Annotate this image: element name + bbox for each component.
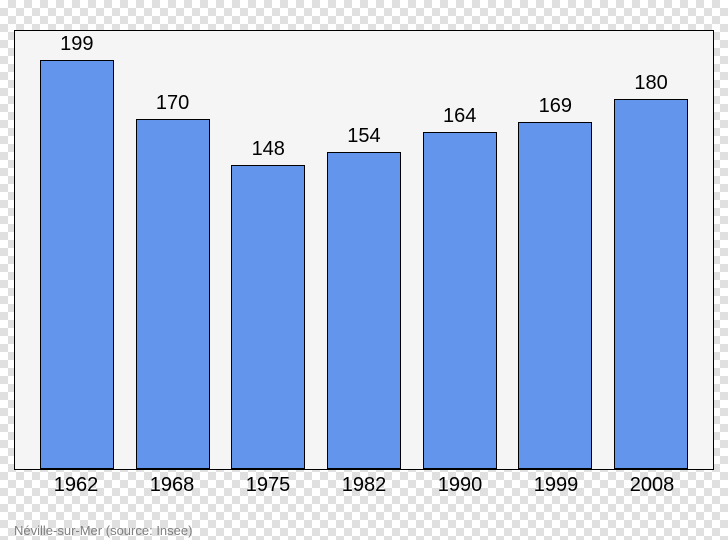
- bar-value-label: 154: [347, 125, 380, 148]
- x-axis-labels: 1962 1968 1975 1982 1990 1999 2008: [14, 474, 714, 497]
- x-axis-label: 1982: [327, 474, 401, 497]
- x-axis-label: 1975: [231, 474, 305, 497]
- chart-caption: Néville-sur-Mer (source: Insee): [14, 523, 192, 538]
- bar-group: 169: [518, 31, 592, 469]
- bar: [614, 99, 688, 469]
- bar: [40, 60, 114, 469]
- bar-group: 154: [327, 31, 401, 469]
- x-axis-label: 1990: [423, 474, 497, 497]
- x-axis-label: 1999: [519, 474, 593, 497]
- bar: [518, 122, 592, 469]
- chart-area: 199170148154164169180 196219681975198219…: [14, 30, 714, 510]
- bar-value-label: 170: [156, 92, 189, 115]
- bar: [136, 119, 210, 469]
- bar-group: 180: [614, 31, 688, 469]
- bar-value-label: 148: [252, 138, 285, 161]
- bar: [231, 165, 305, 469]
- bar: [423, 132, 497, 469]
- bar-value-label: 169: [539, 95, 572, 118]
- bar-value-label: 164: [443, 105, 476, 128]
- bar-group: 164: [423, 31, 497, 469]
- bar: [327, 152, 401, 469]
- bar-chart-plot: 199 170 148 154 164 169 180: [14, 30, 714, 470]
- caption-source: (source: Insee): [106, 523, 193, 538]
- bar-value-label: 199: [60, 33, 93, 56]
- bar-group: 199: [40, 31, 114, 469]
- bar-value-label: 180: [634, 72, 667, 95]
- bar-group: 148: [231, 31, 305, 469]
- x-axis-label: 1968: [135, 474, 209, 497]
- bar-group: 170: [136, 31, 210, 469]
- x-axis-label: 1962: [39, 474, 113, 497]
- caption-location: Néville-sur-Mer: [14, 523, 102, 538]
- x-axis-label: 2008: [615, 474, 689, 497]
